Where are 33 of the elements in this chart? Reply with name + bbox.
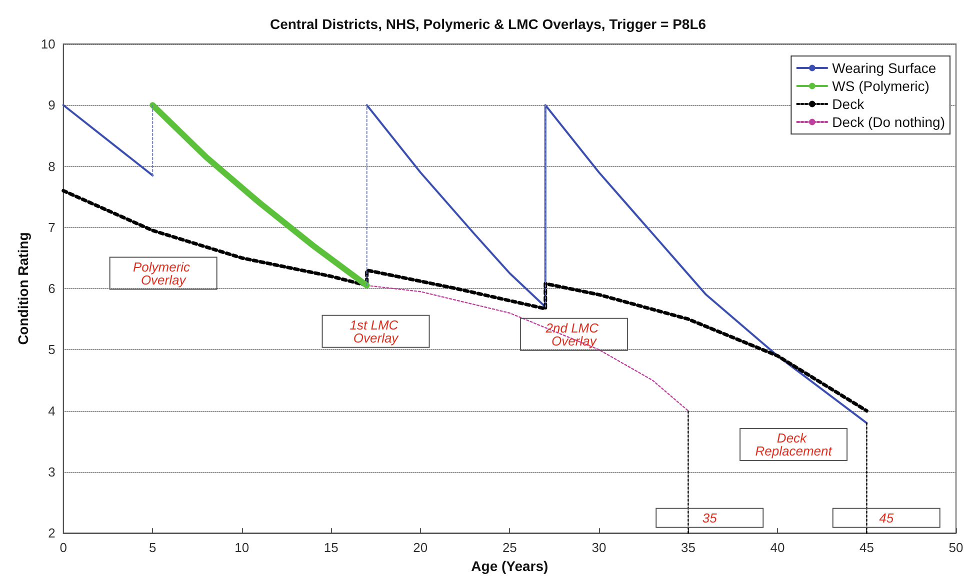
annotation: 45 [879, 510, 894, 526]
x-tick-label: 20 [413, 540, 428, 556]
x-tick-label: 10 [234, 540, 250, 556]
y-tick-label: 2 [48, 526, 56, 541]
legend-label: Deck (Do nothing) [832, 114, 945, 130]
legend-label: WS (Polymeric) [832, 78, 930, 94]
y-tick-label: 8 [48, 158, 56, 174]
x-tick-label: 0 [60, 540, 67, 556]
x-tick-label: 15 [324, 540, 338, 556]
x-tick-label: 40 [770, 540, 785, 556]
y-tick-label: 9 [48, 98, 56, 113]
y-tick-label: 3 [48, 464, 56, 480]
annotation: 35 [702, 510, 718, 526]
chart-title: Central Districts, NHS, Polymeric & LMC Overlays, Trigger = P8L6 [270, 16, 706, 32]
y-tick-label: 10 [40, 36, 56, 52]
legend-label: Wearing Surface [832, 60, 936, 76]
y-tick-label: 4 [48, 403, 56, 418]
x-tick-label: 5 [149, 540, 156, 556]
x-tick-label: 25 [502, 540, 517, 556]
annotation: Polymeric Overlay [132, 259, 194, 288]
line-series [62, 188, 868, 413]
x-tick-label: 30 [592, 540, 606, 556]
legend-label: Deck [832, 96, 866, 112]
annotation: Deck Replacement [755, 430, 834, 458]
x-tick-label: 35 [680, 540, 696, 556]
x-tick-label: 45 [860, 540, 874, 556]
x-tick-label: 50 [948, 540, 964, 556]
y-tick-label: 5 [48, 342, 56, 358]
y-tick-label: 6 [48, 281, 56, 296]
x-axis-title: Age (Years) [471, 558, 548, 574]
y-tick-label: 7 [48, 220, 56, 235]
annotation: 1st LMC Overlay [350, 317, 402, 346]
y-axis-title: Condition Rating [15, 232, 31, 345]
